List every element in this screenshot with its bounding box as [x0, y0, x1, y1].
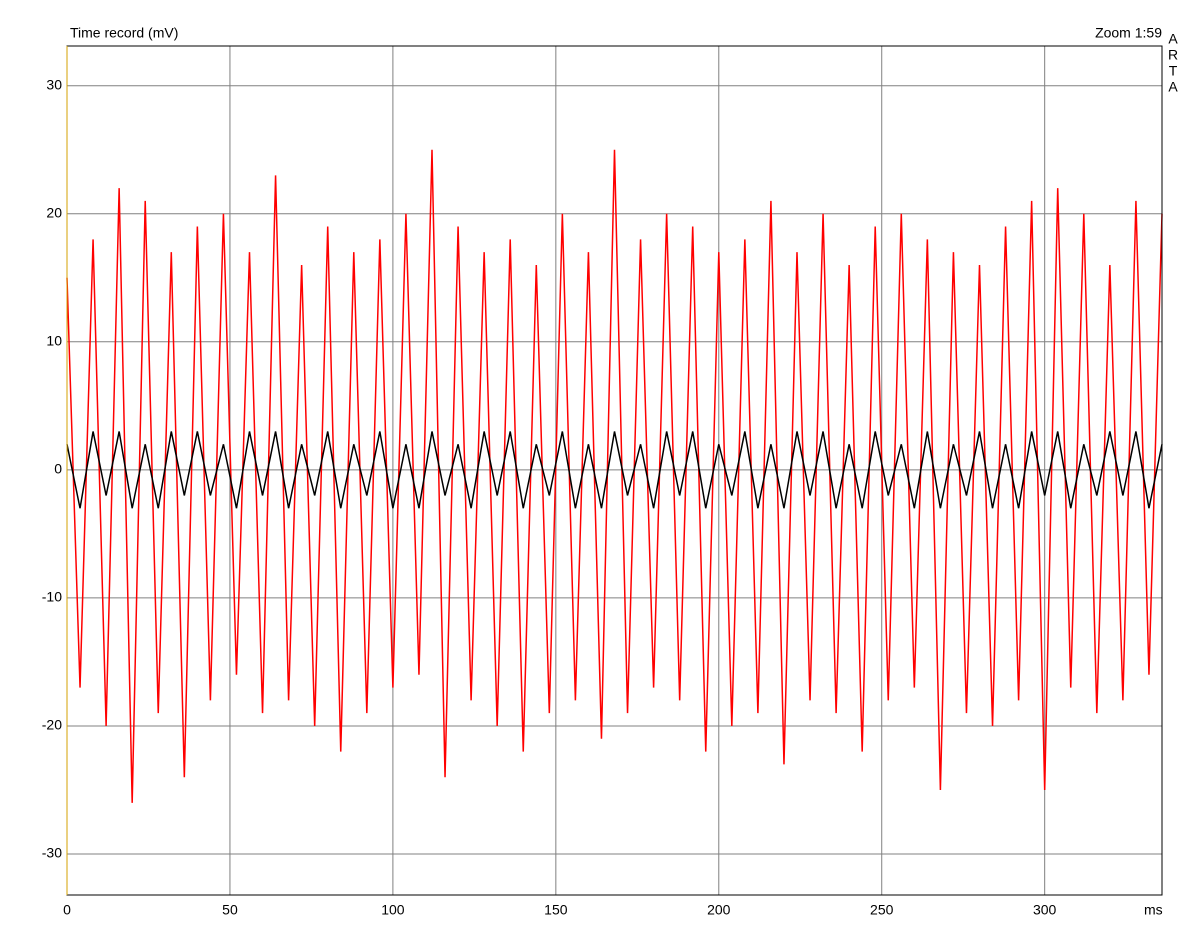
y-tick-label: 20	[46, 204, 62, 220]
x-tick-label: 50	[222, 902, 238, 918]
y-tick-label: 10	[46, 333, 62, 349]
brand-letter: A	[1168, 79, 1178, 95]
brand-letter: T	[1169, 63, 1178, 79]
chart-title: Time record (mV)	[70, 25, 178, 41]
x-tick-label: 300	[1033, 902, 1057, 918]
y-tick-label: -10	[42, 589, 62, 605]
y-tick-label: 30	[46, 76, 62, 92]
plot	[66, 149, 1163, 803]
zoom-label: Zoom 1:59	[1095, 25, 1162, 41]
x-tick-label: 150	[544, 902, 568, 918]
x-unit: ms	[1144, 902, 1163, 918]
y-tick-label: -30	[42, 845, 62, 861]
x-tick-label: 250	[870, 902, 894, 918]
series-line	[66, 431, 1163, 509]
x-tick-label: 100	[381, 902, 405, 918]
y-tick-label: 0	[54, 461, 62, 477]
x-tick-label: 0	[63, 902, 71, 918]
brand-letter: R	[1168, 47, 1178, 63]
series-line	[66, 149, 1163, 803]
y-tick-label: -20	[42, 717, 62, 733]
brand-letter: A	[1168, 31, 1178, 47]
x-tick-label: 200	[707, 902, 731, 918]
